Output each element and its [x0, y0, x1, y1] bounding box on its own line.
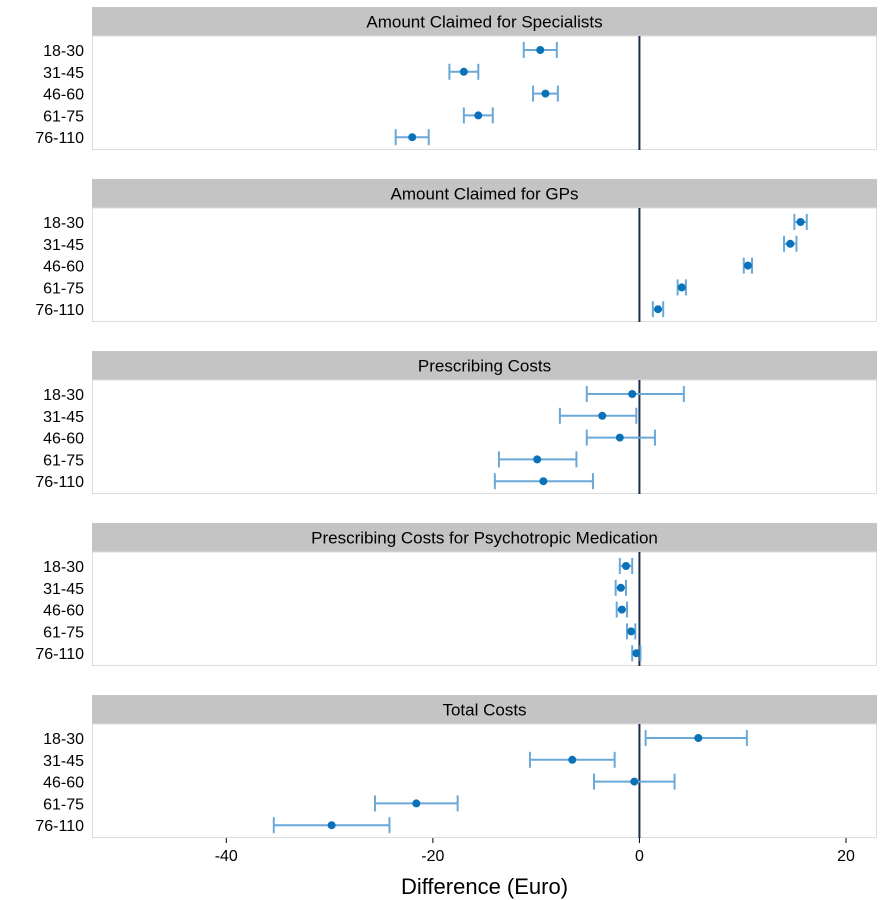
category-label: 61-75 — [43, 108, 84, 125]
point-estimate — [743, 261, 752, 270]
point-estimate — [796, 218, 805, 226]
category-label: 76-110 — [35, 474, 84, 491]
category-label: 31-45 — [43, 237, 84, 254]
category-label: 76-110 — [35, 646, 84, 663]
point-estimate — [677, 283, 686, 292]
panel-strip — [92, 179, 877, 208]
point-estimate — [459, 67, 468, 76]
point-estimate — [628, 390, 637, 398]
category-label: 46-60 — [43, 775, 84, 792]
x-tick-label: -40 — [215, 848, 238, 865]
category-label: 31-45 — [43, 753, 84, 770]
category-label: 76-110 — [35, 130, 84, 147]
panel-title: Amount Claimed for GPs — [390, 185, 578, 204]
point-estimate — [541, 89, 550, 98]
point-estimate — [654, 305, 663, 314]
point-estimate — [630, 777, 639, 786]
point-estimate — [533, 455, 542, 464]
x-axis-title: Difference (Euro) — [401, 874, 568, 899]
point-estimate — [412, 799, 421, 808]
point-estimate — [598, 411, 607, 420]
category-label: 46-60 — [43, 431, 84, 448]
point-estimate — [786, 239, 795, 248]
category-label: 31-45 — [43, 409, 84, 426]
category-label: 18-30 — [43, 731, 84, 748]
category-label: 61-75 — [43, 624, 84, 641]
point-estimate — [694, 734, 703, 742]
category-label: 18-30 — [43, 559, 84, 576]
point-estimate — [474, 111, 483, 120]
panel-title: Amount Claimed for Specialists — [366, 13, 602, 32]
category-label: 61-75 — [43, 280, 84, 297]
point-estimate — [536, 46, 545, 54]
point-estimate — [632, 649, 641, 658]
panel-strip — [92, 7, 877, 36]
x-tick-label: 20 — [837, 848, 855, 865]
point-estimate — [622, 562, 631, 570]
panel-strip — [92, 695, 877, 724]
point-estimate — [616, 583, 625, 592]
point-estimate — [568, 755, 577, 764]
point-estimate — [327, 821, 336, 830]
x-tick-label: 0 — [635, 848, 644, 865]
panel-border — [92, 551, 877, 666]
x-tick-label: -20 — [421, 848, 444, 865]
category-label: 61-75 — [43, 796, 84, 813]
panel-title: Prescribing Costs — [418, 357, 551, 376]
point-estimate — [539, 477, 548, 486]
category-label: 18-30 — [43, 215, 84, 232]
category-label: 76-110 — [35, 818, 84, 835]
category-label: 18-30 — [43, 387, 84, 404]
panel-border — [92, 723, 877, 838]
category-label: 31-45 — [43, 581, 84, 598]
panel-border — [92, 379, 877, 494]
category-label: 61-75 — [43, 452, 84, 469]
category-label: 18-30 — [43, 43, 84, 60]
panel-border — [92, 35, 877, 150]
category-label: 76-110 — [35, 302, 84, 319]
point-estimate — [615, 433, 624, 442]
panel-strip — [92, 523, 877, 552]
category-label: 46-60 — [43, 259, 84, 276]
panel-title: Total Costs — [442, 701, 526, 720]
category-label: 46-60 — [43, 87, 84, 104]
point-estimate — [408, 133, 417, 142]
point-estimate — [627, 627, 636, 636]
panel-title: Prescribing Costs for Psychotropic Medic… — [311, 529, 658, 548]
category-label: 31-45 — [43, 65, 84, 82]
panel-strip — [92, 351, 877, 380]
panel-border — [92, 207, 877, 322]
category-label: 46-60 — [43, 603, 84, 620]
point-estimate — [617, 605, 626, 614]
